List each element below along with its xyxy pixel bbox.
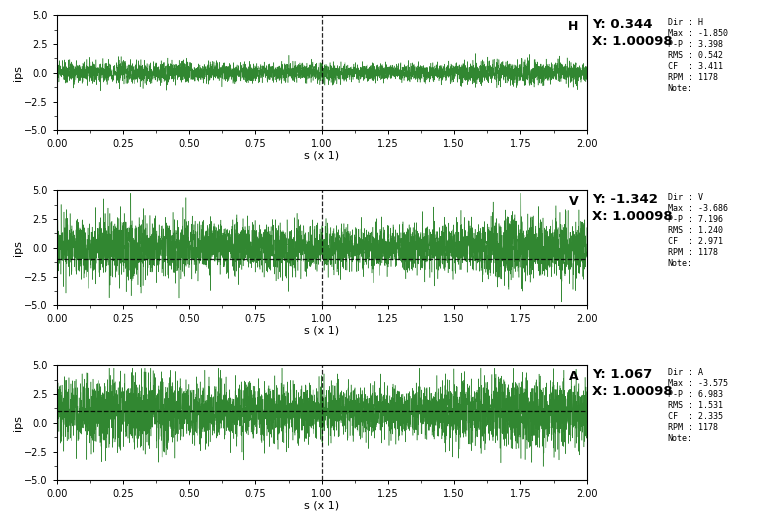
Text: Y: 0.344
X: 1.00098: Y: 0.344 X: 1.00098 — [592, 18, 673, 48]
Text: Y: -1.342
X: 1.00098: Y: -1.342 X: 1.00098 — [592, 193, 673, 223]
Y-axis label: ips: ips — [13, 240, 23, 256]
Y-axis label: ips: ips — [13, 415, 23, 431]
Text: Dir : A
Max : -3.575
P-P : 6.983
RMS : 1.531
CF  : 2.335
RPM : 1178
Note:: Dir : A Max : -3.575 P-P : 6.983 RMS : 1… — [668, 368, 727, 444]
Text: Dir : V
Max : -3.686
P-P : 7.196
RMS : 1.240
CF  : 2.971
RPM : 1178
Note:: Dir : V Max : -3.686 P-P : 7.196 RMS : 1… — [668, 193, 727, 268]
Text: Y: 1.067
X: 1.00098: Y: 1.067 X: 1.00098 — [592, 368, 673, 398]
Text: H: H — [569, 20, 579, 33]
Text: A: A — [569, 370, 579, 383]
Text: V: V — [569, 195, 579, 208]
Y-axis label: ips: ips — [13, 65, 23, 81]
X-axis label: s (x 1): s (x 1) — [304, 501, 339, 511]
Text: Dir : H
Max : -1.850
P-P : 3.398
RMS : 0.542
CF  : 3.411
RPM : 1178
Note:: Dir : H Max : -1.850 P-P : 3.398 RMS : 0… — [668, 18, 727, 94]
X-axis label: s (x 1): s (x 1) — [304, 151, 339, 161]
X-axis label: s (x 1): s (x 1) — [304, 326, 339, 336]
